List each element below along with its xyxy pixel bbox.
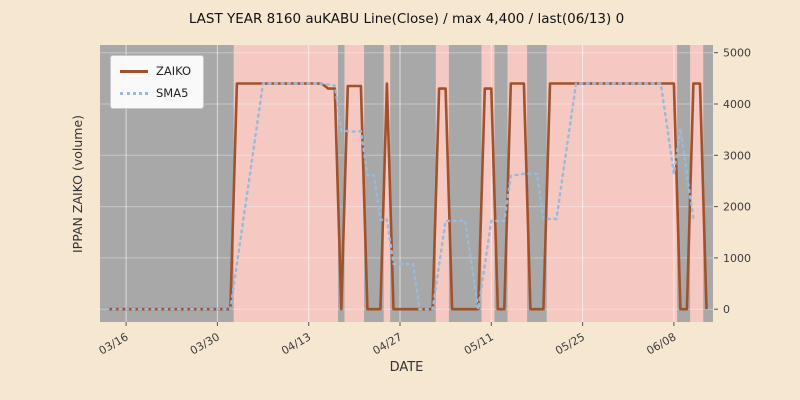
legend-label-zaiko: ZAIKO (156, 64, 192, 78)
y-axis-label: IPPAN ZAIKO (volume) (70, 114, 85, 253)
zero-inventory-band (448, 45, 482, 322)
y-tick-label: 0 (723, 303, 730, 316)
chart-title: LAST YEAR 8160 auKABU Line(Close) / max … (188, 11, 625, 27)
x-tick-label: 04/27 (371, 330, 405, 357)
zero-inventory-band (527, 45, 547, 322)
sma5-line (105, 82, 695, 311)
x-tick-label: 05/25 (553, 330, 587, 357)
x-tick-label: 04/13 (279, 330, 313, 357)
zaiko-line-swatch (120, 69, 148, 73)
y-tick-label: 4000 (723, 98, 751, 111)
legend: ZAIKO SMA5 (110, 55, 205, 109)
zero-inventory-band (677, 45, 691, 322)
x-tick-label: 05/11 (462, 330, 496, 357)
zero-inventory-band (338, 45, 345, 322)
legend-item-zaiko: ZAIKO (120, 64, 191, 78)
zero-inventory-band (364, 45, 384, 322)
y-tick-label: 5000 (723, 47, 751, 60)
x-tick-label: 03/16 (97, 330, 131, 357)
y-tick-label: 2000 (723, 201, 751, 214)
zero-inventory-band (703, 45, 713, 322)
x-tick-label: 06/08 (644, 330, 678, 357)
y-tick-label: 3000 (723, 149, 751, 162)
legend-item-sma5: SMA5 (120, 86, 191, 100)
zero-inventory-band (390, 45, 436, 322)
x-tick-label: 03/30 (188, 330, 222, 357)
zero-inventory-band (494, 45, 508, 322)
x-axis-label: DATE (389, 360, 424, 375)
sma5-line-swatch (120, 91, 148, 95)
y-tick-label: 1000 (723, 252, 751, 265)
legend-label-sma5: SMA5 (156, 86, 189, 100)
